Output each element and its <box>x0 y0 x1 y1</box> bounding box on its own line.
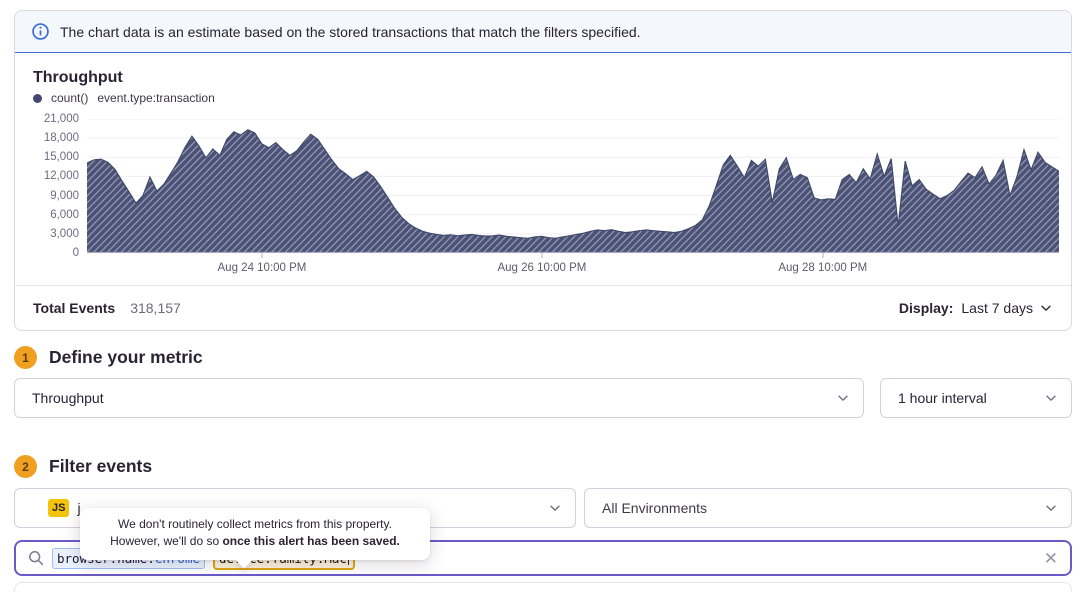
x-axis-tick-label: Aug 26 10:00 PM <box>497 262 587 274</box>
x-axis-tick <box>822 253 824 258</box>
area-chart-svg <box>87 119 1059 253</box>
x-axis-tick <box>541 253 543 258</box>
next-panel-edge <box>14 582 1072 592</box>
step-title: Filter events <box>49 456 153 476</box>
info-icon <box>32 23 49 40</box>
search-icon <box>29 551 44 566</box>
chevron-down-icon <box>1041 305 1051 311</box>
banner-text: The chart data is an estimate based on t… <box>60 23 641 40</box>
area-series <box>87 129 1059 253</box>
y-axis-tick-label: 21,000 <box>43 113 79 125</box>
chart-panel: The chart data is an estimate based on t… <box>14 10 1072 331</box>
chart-legend: count() event.type:transaction <box>33 91 1059 105</box>
legend-series-label: count() <box>51 91 89 105</box>
interval-select-value: 1 hour interval <box>898 390 987 406</box>
y-axis-tick-label: 3,000 <box>50 227 79 240</box>
display-label: Display: <box>898 300 954 316</box>
x-axis-tick <box>261 253 263 258</box>
legend-series-dot-icon <box>33 93 42 103</box>
environment-select[interactable]: All Environments <box>584 488 1072 528</box>
y-axis-tick-label: 9,000 <box>50 189 79 202</box>
metric-row: Throughput 1 hour interval <box>14 378 1072 418</box>
chart-section: Throughput count() event.type:transactio… <box>15 53 1071 285</box>
step-number-badge: 1 <box>14 346 37 369</box>
metric-select[interactable]: Throughput <box>14 378 864 418</box>
step-define-metric: 1 Define your metric <box>14 346 1072 369</box>
chevron-down-icon <box>1046 505 1056 511</box>
chart-title: Throughput <box>33 69 123 86</box>
throughput-chart: 21,000 18,000 15,000 12,000 9,000 6,000 3,000 0 <box>44 113 1059 281</box>
y-axis: 21,000 18,000 15,000 12,000 9,000 6,000 3,000 0 <box>29 113 79 259</box>
x-axis-tick-label: Aug 28 10:00 PM <box>778 262 868 274</box>
chart-plot-area <box>87 119 1059 253</box>
environment-select-value: All Environments <box>602 500 708 516</box>
metric-select-value: Throughput <box>32 390 104 406</box>
chevron-down-icon <box>1046 395 1056 401</box>
javascript-platform-icon: JS <box>48 499 70 517</box>
total-events-value: 318,157 <box>130 300 181 316</box>
y-axis-tick-label: 12,000 <box>43 170 79 183</box>
chevron-down-icon <box>838 395 848 401</box>
y-axis-tick-label: 0 <box>72 247 79 259</box>
y-axis-tick-label: 18,000 <box>43 132 79 145</box>
tooltip-line2: However, we'll do so once this alert has… <box>110 534 400 549</box>
display-period-dropdown[interactable]: Display: Last 7 days <box>899 300 1053 316</box>
chevron-down-icon <box>550 505 560 511</box>
series-line <box>87 129 1059 239</box>
total-events: Total Events 318,157 <box>33 300 181 316</box>
total-events-label: Total Events <box>33 300 116 316</box>
y-axis-tick-label: 15,000 <box>43 151 79 164</box>
clear-search-icon[interactable]: ✕ <box>1043 548 1058 568</box>
x-axis-tick-label: Aug 24 10:00 PM <box>217 262 307 274</box>
chart-footer: Total Events 318,157 Display: Last 7 day… <box>15 285 1071 330</box>
step-title: Define your metric <box>49 347 203 367</box>
metric-property-tooltip: We don't routinely collect metrics from … <box>80 508 430 560</box>
y-axis-tick-label: 6,000 <box>50 208 79 221</box>
step-filter-events: 2 Filter events <box>14 455 1072 478</box>
x-axis: Aug 24 10:00 PM Aug 26 10:00 PM Aug 28 10:… <box>87 253 1059 281</box>
tooltip-line1: We don't routinely collect metrics from … <box>118 517 392 531</box>
display-value: Last 7 days <box>961 300 1033 316</box>
project-select-value: j <box>77 500 81 516</box>
step-number-badge: 2 <box>14 455 37 478</box>
interval-select[interactable]: 1 hour interval <box>880 378 1072 418</box>
info-banner: The chart data is an estimate based on t… <box>15 11 1071 53</box>
legend-query-label: event.type:transaction <box>97 91 215 105</box>
